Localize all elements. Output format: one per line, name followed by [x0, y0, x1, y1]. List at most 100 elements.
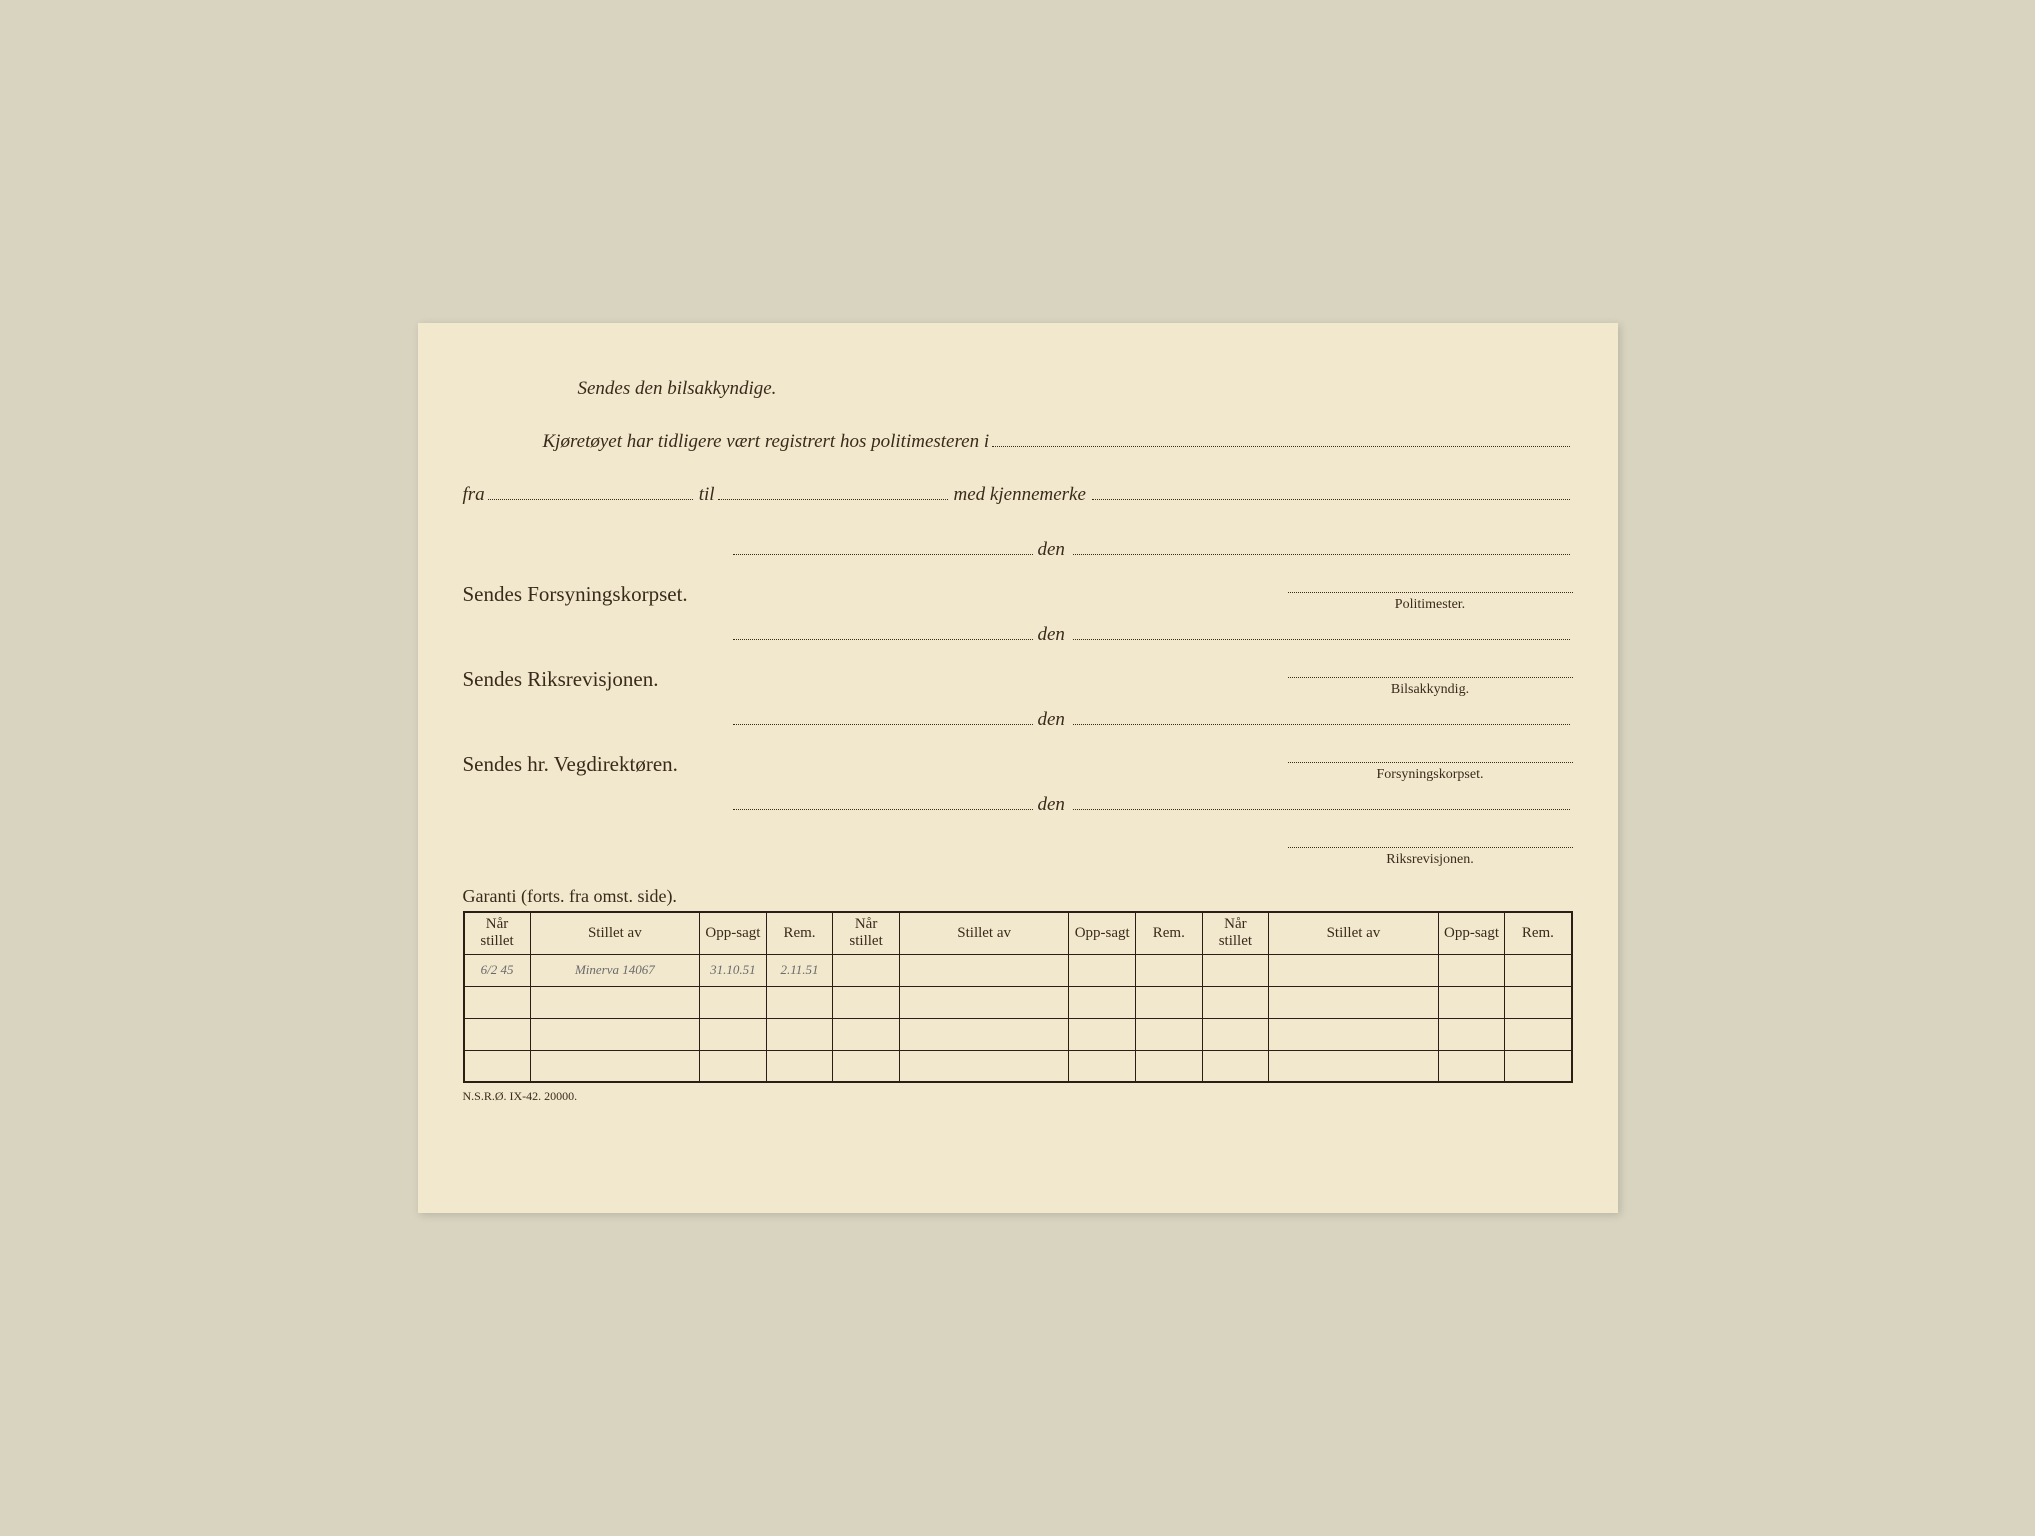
fra-label: fra [463, 484, 488, 506]
cell [1069, 954, 1136, 986]
cell [1136, 1050, 1203, 1082]
th-nar-0: Når stillet [464, 912, 531, 954]
th-nar-2: Når stillet [1202, 912, 1269, 954]
sig-caption-2: Forsyningskorpset. [1288, 767, 1573, 783]
cell [899, 1018, 1069, 1050]
routing-block-1: den Sendes Riksrevisjonen. Bilsakkyndig. [463, 621, 1573, 698]
cell [833, 954, 900, 986]
cell [1505, 1018, 1572, 1050]
line2-prefix: Kjøretøyet har tidligere vært registrert… [543, 431, 990, 453]
cell [833, 1018, 900, 1050]
cell [1438, 1018, 1505, 1050]
sig-caption-final: Riksrevisjonen. [1288, 852, 1573, 868]
th-nar-1: Når stillet [833, 912, 900, 954]
cell [899, 1050, 1069, 1082]
cell [1069, 1018, 1136, 1050]
cell [766, 1050, 833, 1082]
th-rem-1: Rem. [1136, 912, 1203, 954]
cell [1202, 954, 1269, 986]
sig-caption-0: Politimester. [1288, 597, 1573, 613]
cell [700, 986, 767, 1018]
cell [899, 986, 1069, 1018]
den-line-1: den [733, 621, 1573, 646]
fra-blank [488, 481, 693, 500]
footer-code: N.S.R.Ø. IX-42. 20000. [463, 1089, 1573, 1104]
sig-block-2: Forsyningskorpset. [1288, 745, 1573, 783]
cell [464, 1018, 531, 1050]
den-label-3: den [1038, 794, 1065, 816]
cell [1438, 954, 1505, 986]
routing-block-final: den Riksrevisjonen. [463, 791, 1573, 868]
date-blank-2 [1073, 706, 1570, 725]
routing-row-2: Sendes hr. Vegdirektøren. Forsyningskorp… [463, 745, 1573, 783]
table-row [464, 1050, 1572, 1082]
cell [530, 1018, 700, 1050]
den-line-2: den [733, 706, 1573, 731]
th-stillet-0: Stillet av [530, 912, 700, 954]
table-row [464, 1018, 1572, 1050]
cell [1136, 954, 1203, 986]
th-stillet-1: Stillet av [899, 912, 1069, 954]
date-blank-1 [1073, 621, 1570, 640]
kjennemerke-blank [1092, 481, 1570, 500]
cell [1269, 1018, 1439, 1050]
cell [1069, 986, 1136, 1018]
sig-block-1: Bilsakkyndig. [1288, 660, 1573, 698]
th-stillet-2: Stillet av [1269, 912, 1439, 954]
date-blank-3 [1073, 791, 1570, 810]
cell [700, 1050, 767, 1082]
cell [1202, 1050, 1269, 1082]
sig-block-0: Politimester. [1288, 575, 1573, 613]
cell: 6/2 45 [464, 954, 531, 986]
den-line-0: den [733, 536, 1573, 561]
table-header-row: Når stillet Stillet av Opp-sagt Rem. Når… [464, 912, 1572, 954]
cell [530, 986, 700, 1018]
cell [766, 1018, 833, 1050]
routing-row-0: Sendes Forsyningskorpset. Politimester. [463, 575, 1573, 613]
routing-block-0: den Sendes Forsyningskorpset. Politimest… [463, 536, 1573, 613]
date-blank-0 [1073, 536, 1570, 555]
th-rem-2: Rem. [1505, 912, 1572, 954]
cell [833, 986, 900, 1018]
cell [1505, 986, 1572, 1018]
cell [1269, 954, 1439, 986]
cell [1269, 1050, 1439, 1082]
cell [1136, 1018, 1203, 1050]
den-label-1: den [1038, 624, 1065, 646]
header-line-2: Kjøretøyet har tidligere vært registrert… [543, 428, 1573, 453]
garanti-title: Garanti (forts. fra omst. side). [463, 886, 1573, 907]
sig-line-1 [1288, 660, 1573, 678]
table-row [464, 986, 1572, 1018]
th-opp-0: Opp-sagt [700, 912, 767, 954]
cell [1136, 986, 1203, 1018]
sig-line-final [1288, 830, 1573, 848]
header-line-1: Sendes den bilsakkyndige. [578, 378, 1573, 400]
cell [700, 1018, 767, 1050]
table-row: 6/2 45 Minerva 14067 31.10.51 2.11.51 [464, 954, 1572, 986]
sig-caption-1: Bilsakkyndig. [1288, 682, 1573, 698]
cell [464, 986, 531, 1018]
place-blank-3 [733, 791, 1033, 810]
den-label-2: den [1038, 709, 1065, 731]
den-line-3: den [733, 791, 1573, 816]
den-label-0: den [1038, 539, 1065, 561]
document-page: Sendes den bilsakkyndige. Kjøretøyet har… [418, 323, 1618, 1213]
cell: Minerva 14067 [530, 954, 700, 986]
cell [1505, 1050, 1572, 1082]
cell [1505, 954, 1572, 986]
cell: 31.10.51 [700, 954, 767, 986]
place-blank-0 [733, 536, 1033, 555]
cell [464, 1050, 531, 1082]
sig-block-final: Riksrevisjonen. [1288, 830, 1573, 868]
routing-label-2: Sendes hr. Vegdirektøren. [463, 752, 678, 777]
sig-line-0 [1288, 575, 1573, 593]
cell: 2.11.51 [766, 954, 833, 986]
garanti-table: Når stillet Stillet av Opp-sagt Rem. Når… [463, 911, 1573, 1083]
cell [1202, 1018, 1269, 1050]
th-opp-2: Opp-sagt [1438, 912, 1505, 954]
th-rem-0: Rem. [766, 912, 833, 954]
politimester-blank [992, 428, 1569, 447]
routing-row-final: Riksrevisjonen. [463, 830, 1573, 868]
cell [833, 1050, 900, 1082]
sig-line-2 [1288, 745, 1573, 763]
